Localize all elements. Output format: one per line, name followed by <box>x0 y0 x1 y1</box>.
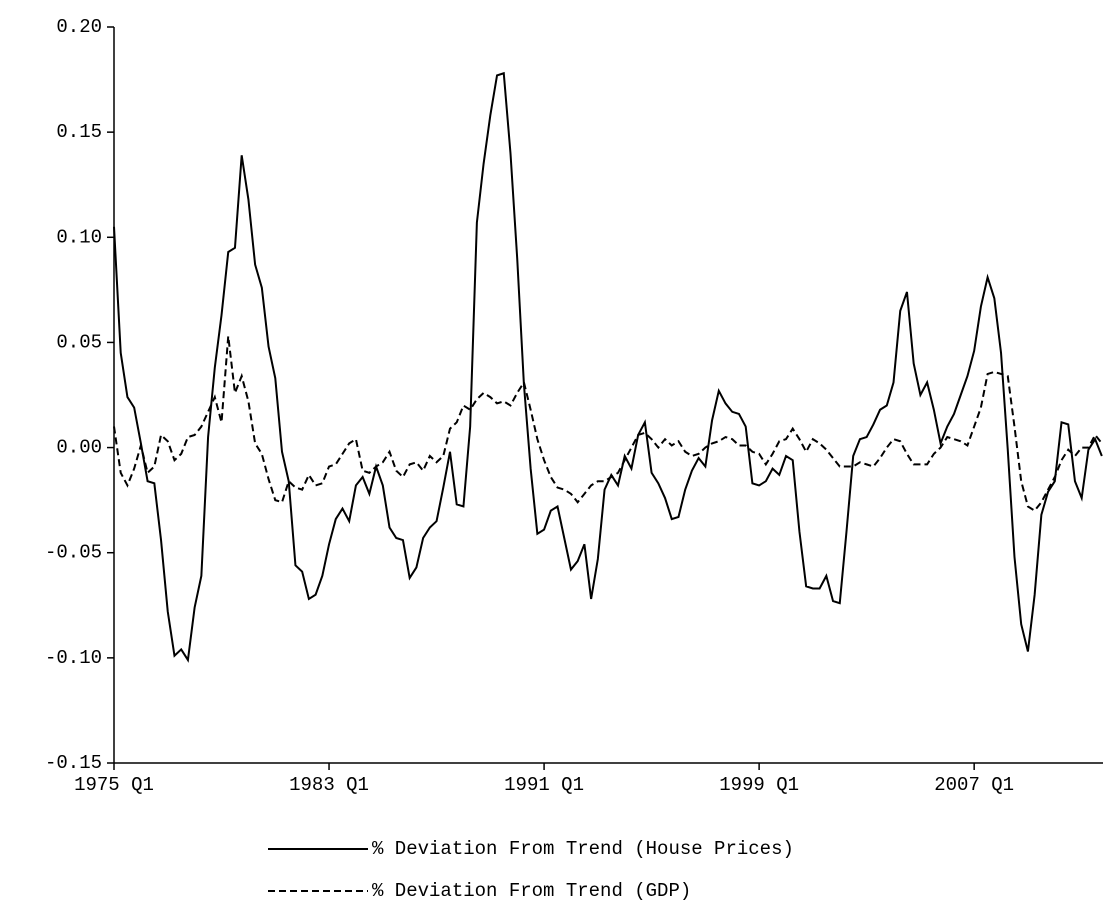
legend-label: % Deviation From Trend (House Prices) <box>372 838 794 860</box>
y-tick-label: -0.10 <box>45 647 102 669</box>
legend-label: % Deviation From Trend (GDP) <box>372 880 691 902</box>
series-line <box>113 336 1103 512</box>
x-tick-label: 1999 Q1 <box>719 774 799 796</box>
y-tick-label: 0.10 <box>56 226 102 248</box>
x-tick-label: 1975 Q1 <box>74 774 154 796</box>
y-tick-label: 0.05 <box>56 331 102 353</box>
x-tick-label: 2007 Q1 <box>934 774 1014 796</box>
y-tick-label: -0.05 <box>45 542 102 564</box>
y-tick-label: 0.20 <box>56 16 102 38</box>
x-tick-label: 1991 Q1 <box>504 774 584 796</box>
y-tick-label: -0.15 <box>45 752 102 774</box>
y-tick-label: 0.00 <box>56 437 102 459</box>
x-tick-label: 1983 Q1 <box>289 774 369 796</box>
y-tick-label: 0.15 <box>56 121 102 143</box>
series-line <box>113 71 1103 663</box>
